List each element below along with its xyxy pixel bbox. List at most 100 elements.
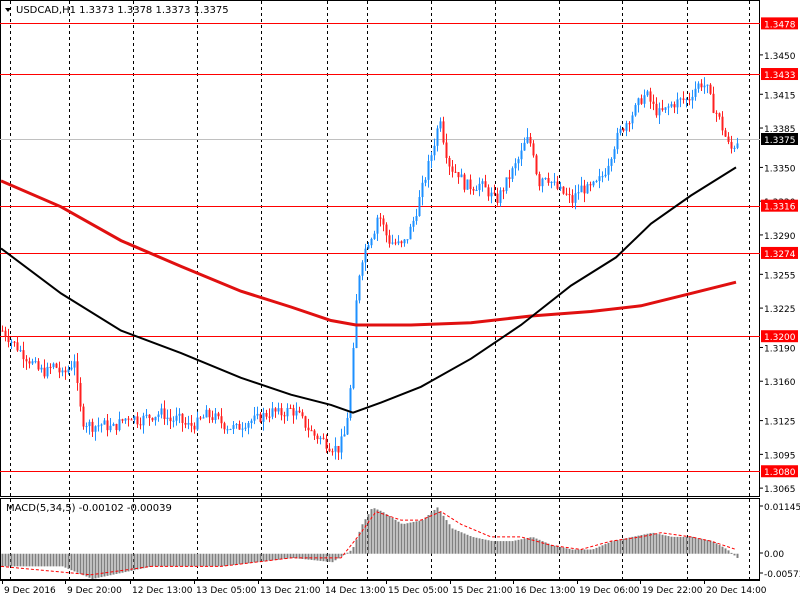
macd-histogram-bar [565,548,568,554]
macd-histogram-bar [100,553,103,578]
current-price-label: 1.3375 [764,136,796,146]
candle-body [73,361,76,368]
price-tick-label: 1.3450 [764,52,796,62]
candle-body [85,426,88,428]
candle-body [454,171,457,173]
horizontal-levels[interactable] [0,23,760,472]
candle-body [508,177,511,179]
time-tick-label: 13 Dec 05:00 [196,586,257,596]
macd-histogram-bar [664,535,667,554]
candle-body [424,179,427,183]
price-tick-label: 1.3415 [764,91,796,101]
candle-body [514,163,517,169]
macd-histogram-bar [187,553,190,567]
macd-histogram-bar [310,553,313,560]
candle-body [106,420,109,431]
candle-body [478,183,481,191]
macd-histogram-bar [61,553,64,567]
macd-histogram-bar [163,553,166,567]
macd-histogram-bar [424,517,427,554]
macd-histogram-bar [304,553,307,560]
macd-histogram-bar [484,539,487,554]
candlestick-series [1,77,739,461]
candle-body [262,413,265,422]
candle-body [607,165,610,175]
macd-histogram-bar [427,515,430,554]
candle-body [34,361,37,363]
time-tick-label: 19 Dec 06:00 [579,586,640,596]
candle-body [202,417,205,419]
candle-body [316,435,319,440]
macd-histogram-bar [346,552,349,554]
macd-histogram-bar [106,553,109,576]
triangle-down-icon[interactable] [5,8,11,12]
candle-body [43,367,46,377]
macd-histogram-bar [196,553,199,567]
macd-histogram-bar [601,545,604,554]
candle-body [505,177,508,191]
candle-body [124,418,127,421]
macd-histogram-bar [313,553,316,561]
candle-body [241,428,244,430]
candle-body [574,193,577,203]
price-tick-label: 1.3225 [764,305,796,315]
candle-body [55,363,58,368]
macd-histogram-bar [679,536,682,554]
macd-histogram-bar [604,544,607,554]
macd-histogram-bar [193,553,196,567]
candle-body [67,369,70,373]
macd-histogram-bar [538,539,541,554]
macd-histogram-bar [676,536,679,554]
macd-histogram-bar [520,539,523,554]
macd-histogram-bar [145,553,148,568]
macd-histogram-bar [625,538,628,554]
candle-body [676,99,679,108]
macd-histogram-bar [130,553,133,571]
candle-body [592,181,595,186]
level-price-label: 1.3478 [764,20,796,30]
candle-body [475,190,478,192]
macd-histogram-bar [190,553,193,567]
candle-body [427,160,430,180]
macd-histogram-bar [103,553,106,577]
candle-body [82,406,85,427]
macd-histogram-bar [439,511,442,554]
macd-histogram-bar [205,553,208,567]
price-tick-label: 1.3095 [764,451,796,461]
macd-histogram-bar [466,534,469,554]
macd-histogram-bar [253,553,256,563]
candle-body [715,112,718,114]
candle-body [298,410,301,413]
price-tick-label: 1.3255 [764,271,796,281]
candle-body [244,427,247,429]
candle-body [736,143,739,148]
macd-histogram-bar [616,540,619,554]
candle-body [148,414,151,418]
candle-body [388,235,391,244]
candle-body [25,359,28,362]
macd-histogram-bar [82,553,85,576]
candle-body [94,426,97,432]
candle-body [1,330,4,332]
candle-body [319,437,322,440]
candle-body [628,123,631,125]
candle-body [61,370,64,373]
macd-histogram-bar [649,533,652,554]
candle-body [19,350,22,352]
macd-histogram-bar [709,540,712,554]
candle-body [163,408,166,419]
macd-title: MACD(5,34,5) -0.00102 -0.00039 [6,503,172,514]
candle-body [139,424,142,426]
macd-histogram-bar [445,520,448,554]
candle-body [361,262,364,276]
candle-body [310,430,313,432]
candle-body [403,239,406,244]
candle-body [520,150,523,160]
candle-body [673,104,676,108]
candle-body [613,149,616,159]
macd-histogram-bar [73,553,76,572]
macd-histogram-bar [277,553,280,560]
macd-histogram-bar [583,549,586,554]
